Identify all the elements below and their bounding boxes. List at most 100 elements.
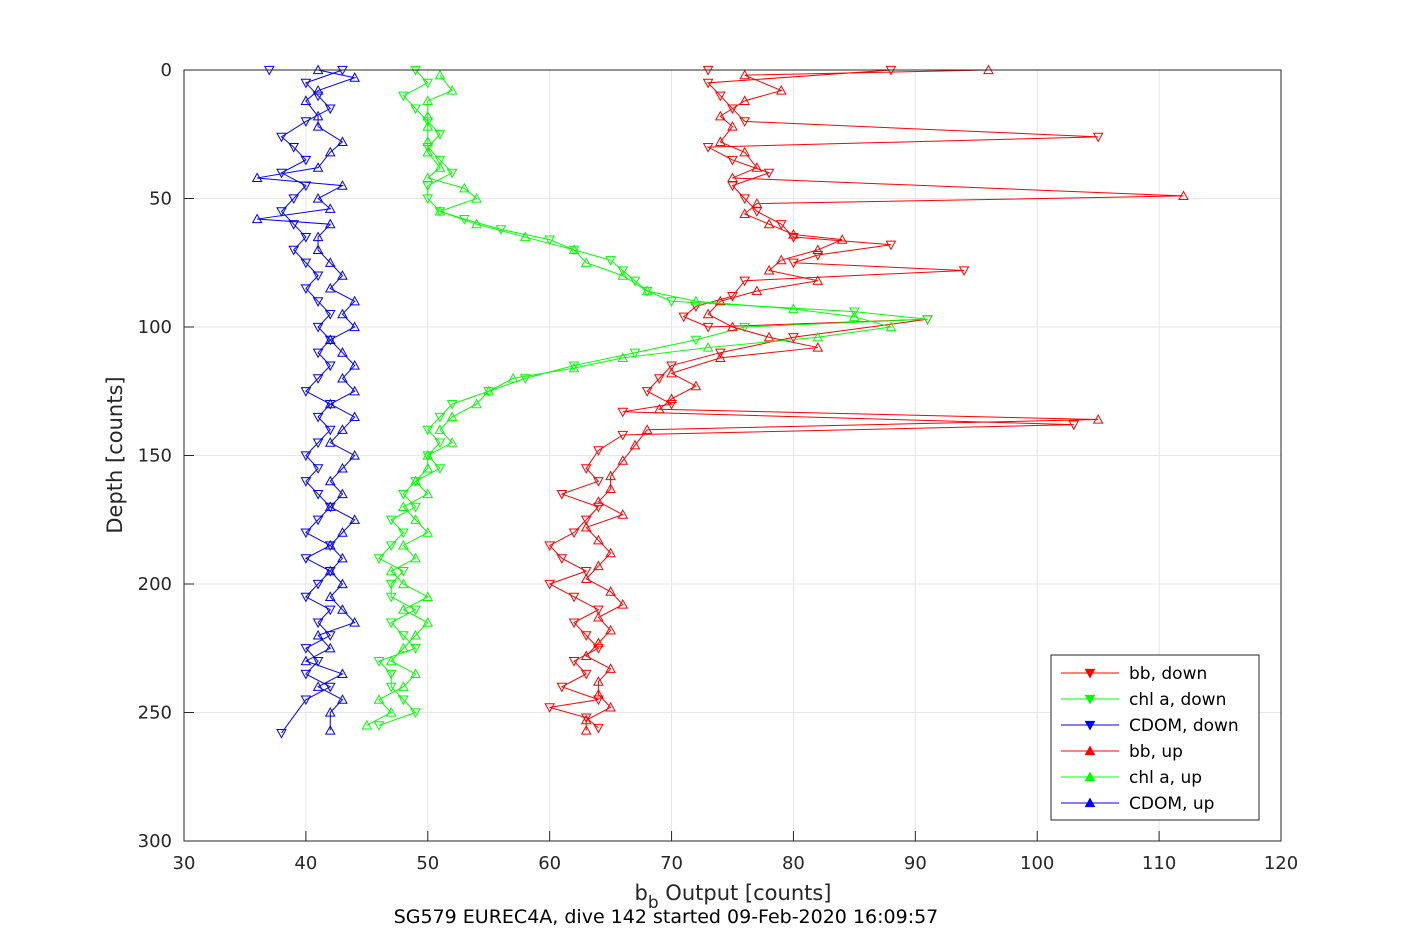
- data-point: [702, 308, 714, 319]
- data-point: [727, 292, 738, 302]
- data-point: [349, 449, 360, 460]
- data-point: [276, 132, 287, 143]
- data-point: [593, 446, 604, 456]
- data-point: [422, 181, 434, 192]
- data-point: [605, 624, 616, 635]
- data-point: [410, 475, 421, 486]
- y-axis-label: Depth [counts]: [103, 376, 127, 533]
- data-point: [617, 430, 629, 441]
- data-point: [398, 528, 409, 539]
- data-point: [251, 213, 263, 224]
- data-point: [593, 496, 604, 506]
- data-point: [312, 91, 324, 102]
- data-point: [349, 72, 360, 82]
- data-point: [471, 218, 482, 229]
- x-axis-label: bb Output [counts]: [634, 881, 831, 913]
- data-point: [324, 631, 336, 641]
- data-point: [410, 644, 421, 654]
- legend-marker: [1084, 720, 1096, 731]
- data-point: [1068, 420, 1080, 431]
- data-point: [349, 411, 360, 422]
- data-point: [763, 168, 775, 179]
- data-point: [885, 240, 897, 251]
- data-point: [349, 514, 360, 524]
- data-point: [300, 387, 312, 397]
- data-point: [385, 515, 397, 526]
- data-point: [324, 104, 336, 115]
- data-point: [788, 303, 799, 314]
- data-point: [324, 475, 336, 486]
- data-point: [471, 398, 482, 409]
- data-point: [276, 728, 287, 739]
- data-point: [580, 567, 592, 577]
- data-point: [337, 552, 348, 563]
- data-point: [300, 695, 312, 706]
- data-point: [300, 451, 312, 462]
- data-point: [544, 541, 556, 551]
- data-point: [580, 650, 592, 661]
- data-point: [398, 578, 409, 589]
- data-point: [410, 668, 421, 679]
- x-axis-label-subscript: b: [648, 893, 659, 913]
- data-point: [593, 534, 604, 545]
- data-point: [324, 706, 336, 717]
- data-point: [593, 688, 604, 699]
- data-point: [690, 380, 702, 391]
- legend-marker: [1084, 745, 1096, 756]
- data-point: [337, 308, 348, 319]
- data-point: [739, 322, 751, 333]
- data-point: [373, 694, 385, 704]
- y-tick-label: 150: [138, 446, 172, 467]
- data-point: [727, 104, 738, 115]
- data-point: [763, 218, 775, 229]
- y-tick-label: 50: [149, 189, 172, 210]
- data-point: [288, 143, 300, 153]
- legend-label: bb, up: [1129, 742, 1183, 762]
- legend-marker: [1084, 694, 1096, 705]
- data-point: [617, 352, 629, 362]
- data-point: [422, 110, 434, 121]
- chart-title: SG579 EUREC4A, dive 142 started 09-Feb-2…: [394, 906, 939, 928]
- data-point: [690, 295, 702, 306]
- data-point: [300, 644, 312, 654]
- data-point: [422, 617, 434, 627]
- data-point: [1178, 190, 1189, 201]
- series-cdom-down: [263, 65, 348, 739]
- data-point: [605, 470, 616, 481]
- data-point: [349, 321, 360, 332]
- data-point: [593, 502, 604, 513]
- data-point: [312, 579, 324, 590]
- data-point: [544, 703, 556, 713]
- data-point: [605, 483, 616, 494]
- data-point: [458, 182, 470, 193]
- data-point: [812, 244, 824, 254]
- data-point: [324, 334, 336, 344]
- data-point: [324, 218, 336, 229]
- data-point: [714, 348, 726, 359]
- data-point: [312, 192, 324, 203]
- data-point: [593, 605, 604, 616]
- data-point: [385, 706, 397, 717]
- data-point: [434, 464, 446, 474]
- legend-label: chl a, down: [1129, 690, 1226, 710]
- data-point: [337, 527, 348, 537]
- data-point: [324, 146, 336, 157]
- data-point: [288, 220, 300, 230]
- data-point: [385, 592, 397, 603]
- data-point: [337, 424, 348, 434]
- data-point: [300, 528, 312, 539]
- data-point: [666, 400, 677, 410]
- data-point: [337, 578, 348, 589]
- data-point: [398, 567, 409, 577]
- data-point: [300, 258, 312, 269]
- data-point: [507, 372, 519, 383]
- y-tick-label: 0: [161, 60, 172, 81]
- x-tick-label: 80: [782, 853, 805, 874]
- data-point: [580, 713, 592, 724]
- data-point: [446, 400, 458, 410]
- data-point: [568, 361, 580, 372]
- data-point: [276, 207, 287, 217]
- data-point: [714, 295, 726, 306]
- data-point: [422, 172, 434, 183]
- data-point: [568, 618, 580, 629]
